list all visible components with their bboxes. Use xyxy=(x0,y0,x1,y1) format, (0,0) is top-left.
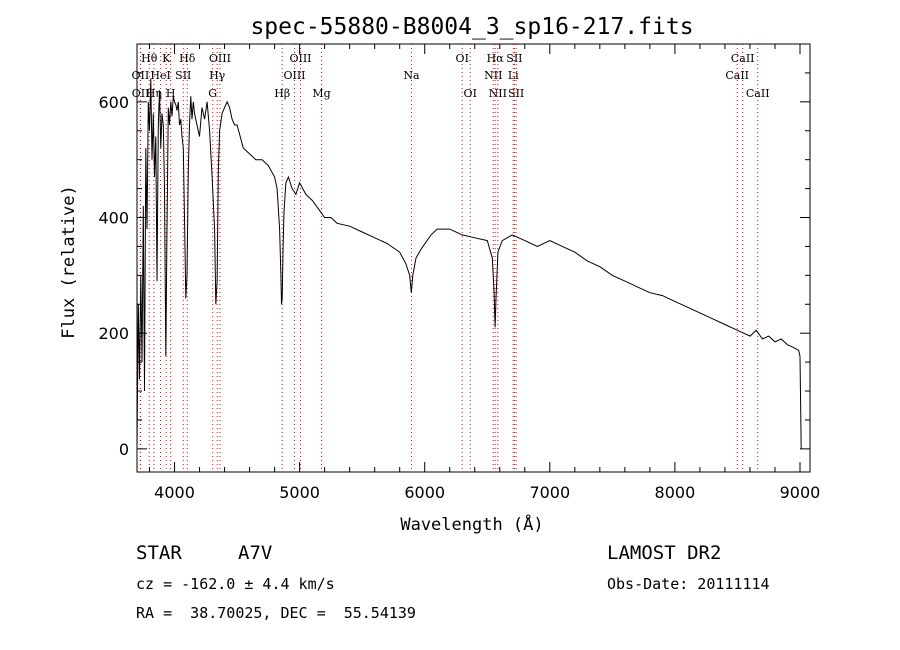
x-tick-label-3: 7000 xyxy=(529,483,570,502)
axis-ticks: 4000 5000 6000 7000 8000 9000 0 200 400 600 xyxy=(98,44,820,502)
x-tick-label-1: 5000 xyxy=(279,483,320,502)
line-label-8: Hδ xyxy=(179,52,196,65)
y-tick-label-1: 200 xyxy=(98,324,129,343)
line-label-6: SII xyxy=(175,69,191,82)
chart-title: spec-55880-B8004_3_sp16-217.fits xyxy=(250,14,693,40)
y-tick-label-3: 600 xyxy=(98,93,129,112)
line-label-27: CaII xyxy=(746,87,770,100)
line-label-15: Mg xyxy=(312,87,330,100)
line-label-3: Hη xyxy=(146,87,162,100)
line-label-7: H xyxy=(166,87,176,100)
line-label-9: OIII xyxy=(209,52,231,65)
object-class: STAR xyxy=(136,542,182,564)
line-label-0: Hθ xyxy=(141,52,158,65)
x-tick-label-0: 4000 xyxy=(154,483,195,502)
line-label-16: Na xyxy=(403,69,420,82)
spectrum-line xyxy=(136,78,802,449)
line-label-26: CaII xyxy=(725,69,749,82)
y-tick-label-2: 400 xyxy=(98,209,129,228)
x-tick-label-4: 8000 xyxy=(655,483,696,502)
object-subclass: A7V xyxy=(238,542,273,564)
line-label-11: G xyxy=(208,87,217,100)
survey-name: LAMOST DR2 xyxy=(607,542,722,564)
line-label-23: Li xyxy=(508,69,519,82)
line-label-4: HeI xyxy=(150,69,170,82)
y-tick-label-0: 0 xyxy=(119,440,129,459)
line-label-1: OII xyxy=(132,69,150,82)
line-label-13: OIII xyxy=(289,52,311,65)
line-label-14: OIII xyxy=(283,69,305,82)
line-label-2: OII xyxy=(132,87,150,100)
line-label-22: SII xyxy=(506,52,522,65)
redshift-text: cz = -162.0 ± 4.4 km/s xyxy=(136,575,335,593)
y-axis-label: Flux (relative) xyxy=(59,185,79,339)
x-tick-label-5: 9000 xyxy=(780,483,821,502)
plot-frame xyxy=(136,43,811,473)
line-label-24: SII xyxy=(508,87,524,100)
line-label-5: K xyxy=(162,52,171,65)
obs-date: Obs-Date: 20111114 xyxy=(607,575,770,593)
x-tick-label-2: 6000 xyxy=(404,483,445,502)
line-label-17: OI xyxy=(456,52,469,65)
line-label-21: NII xyxy=(489,87,507,100)
emission-line-markers xyxy=(139,44,759,472)
line-label-20: NII xyxy=(484,69,502,82)
line-label-10: Hγ xyxy=(209,69,226,82)
coordinates: RA = 38.70025, DEC = 55.54139 xyxy=(136,604,416,622)
line-label-12: Hβ xyxy=(274,87,290,100)
x-axis-label: Wavelength (Å) xyxy=(400,513,543,535)
line-label-19: Hα xyxy=(487,52,505,65)
line-label-18: OI xyxy=(464,87,477,100)
line-label-25: CaII xyxy=(731,52,755,65)
